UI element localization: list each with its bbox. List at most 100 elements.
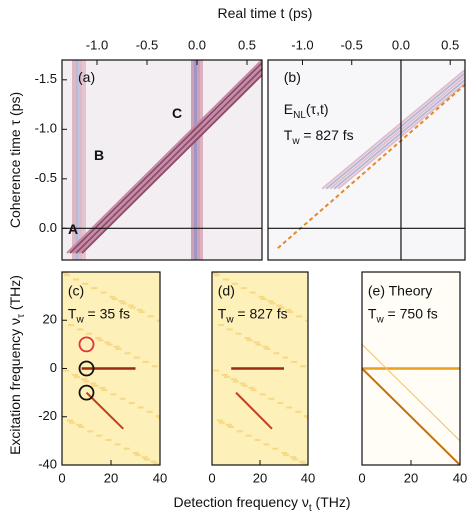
annotation: Tw = 750 fs — [368, 305, 438, 325]
diagonal — [329, 75, 465, 190]
text-part: Detection frequency ν — [173, 494, 308, 510]
speckle — [128, 402, 135, 405]
annotation: (b) — [284, 69, 301, 85]
speckle — [306, 417, 308, 420]
speckle — [100, 291, 107, 294]
speckle — [245, 434, 252, 437]
annotation: B — [94, 147, 104, 163]
speckle — [227, 425, 234, 428]
text-part: A — [68, 221, 78, 237]
text-part: = 827 fs — [234, 305, 288, 321]
speckle — [151, 365, 158, 368]
speckle — [150, 460, 157, 463]
speckle — [124, 352, 131, 355]
speckle — [281, 451, 288, 454]
speckle — [236, 430, 243, 433]
annotation: A — [68, 221, 78, 237]
speckle — [254, 438, 261, 441]
speckle — [92, 384, 99, 387]
circle-marker — [78, 384, 95, 401]
text-part: (THz) — [312, 494, 351, 510]
speckle — [250, 389, 257, 392]
x-tick-label: -1.0 — [291, 37, 313, 52]
speckle — [90, 382, 97, 385]
speckle — [147, 315, 154, 318]
panel-image — [362, 272, 460, 465]
text-part: Real time t (ps) — [218, 5, 313, 21]
speckle — [264, 347, 271, 350]
speckle — [105, 438, 112, 441]
text-part: = 35 fs — [84, 305, 130, 321]
speckle — [101, 389, 108, 392]
x-tick-label: 0.0 — [188, 37, 206, 52]
annotation: (d) — [218, 282, 235, 298]
background — [268, 60, 465, 260]
panel-image — [268, 60, 465, 260]
speckle — [69, 421, 76, 424]
speckle — [253, 341, 260, 344]
speckle — [86, 332, 93, 335]
annotation: (a) — [78, 69, 95, 85]
speckle — [114, 443, 121, 446]
speckle — [301, 462, 308, 465]
diagonal — [333, 78, 465, 190]
x-tick-label: -0.5 — [341, 37, 363, 52]
speckle — [285, 308, 292, 311]
diagonal — [337, 81, 465, 190]
speckle — [120, 302, 127, 305]
speckle — [113, 345, 120, 348]
annotation: Tw = 827 fs — [218, 305, 288, 325]
speckle — [248, 386, 255, 389]
x-tick-label: -1.0 — [86, 37, 108, 52]
panel-image — [62, 60, 262, 260]
speckle — [156, 319, 160, 322]
speckle — [132, 451, 139, 454]
speckle — [141, 456, 148, 459]
y-tick-label: -40 — [38, 456, 57, 471]
y-tick-label: -1.0 — [35, 121, 57, 136]
x-tick-label: 0 — [358, 470, 365, 485]
speckle — [260, 298, 267, 301]
speckle — [134, 454, 141, 457]
diagonal — [69, 61, 262, 254]
text-part: T — [218, 305, 227, 321]
speckle — [95, 337, 102, 340]
y-tick-label: -20 — [38, 408, 57, 423]
panel-frame — [61, 59, 263, 261]
speckle — [269, 302, 276, 305]
feature — [235, 391, 273, 430]
panel-image — [212, 272, 308, 465]
stripe — [80, 60, 86, 260]
speckle — [263, 443, 270, 446]
speckle — [143, 458, 150, 461]
speckle — [230, 378, 237, 381]
text-part: T — [368, 305, 377, 321]
speckle — [146, 410, 153, 413]
speckle — [76, 423, 83, 426]
stripe — [72, 60, 78, 260]
text-part: = 750 fs — [384, 305, 438, 321]
speckle — [212, 272, 218, 274]
annotation: C — [172, 105, 182, 121]
speckle — [157, 417, 160, 420]
speckle — [244, 337, 251, 340]
feature — [362, 367, 460, 465]
speckle — [222, 278, 229, 281]
speckle — [295, 410, 302, 413]
speckle — [78, 425, 85, 428]
speckle — [97, 339, 104, 342]
text-part: = 827 fs — [300, 127, 354, 143]
y-tick-label: -1.5 — [35, 71, 57, 86]
speckle — [72, 373, 79, 376]
speckle — [262, 345, 269, 348]
diagonal — [66, 60, 262, 254]
speckle — [223, 376, 230, 379]
annotation: (c) — [68, 282, 84, 298]
text-part: T — [284, 127, 293, 143]
speckle — [106, 343, 113, 346]
x-tick-label: 40 — [453, 470, 467, 485]
feature — [362, 344, 460, 442]
speckle — [277, 402, 284, 405]
speckle — [213, 274, 220, 277]
text-part: Coherence time τ (ps) — [7, 92, 23, 228]
